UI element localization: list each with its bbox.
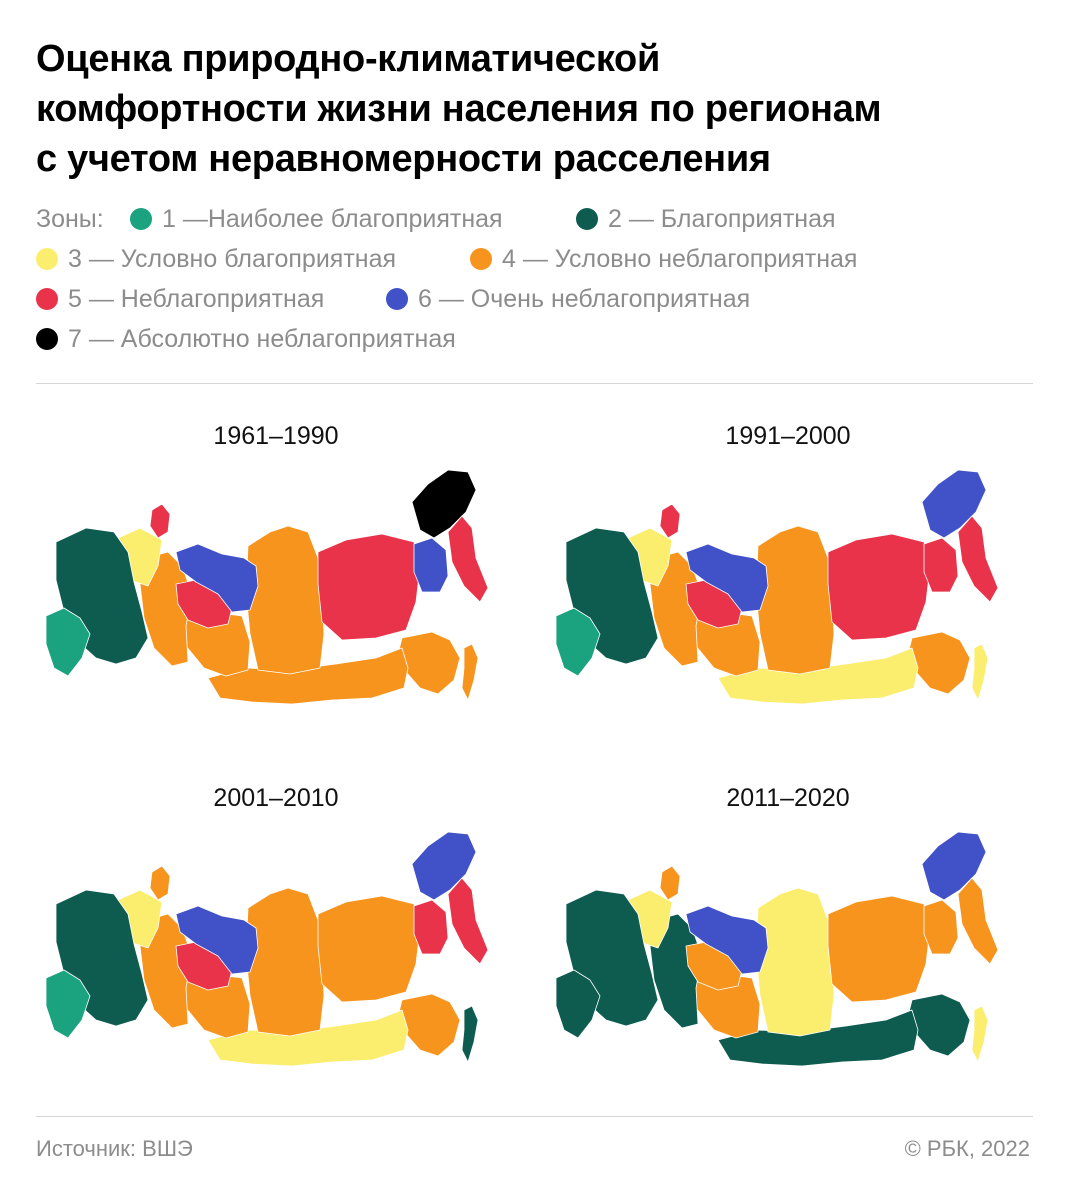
region-chukotka bbox=[411, 831, 477, 901]
legend-dot-icon bbox=[576, 208, 598, 230]
legend-dot-icon bbox=[470, 248, 492, 270]
region-magadan bbox=[923, 899, 959, 955]
region-chukotka bbox=[921, 469, 987, 539]
region-krasnoyarsk bbox=[245, 525, 325, 675]
region-krasnoyarsk bbox=[755, 887, 835, 1037]
region-murmansk bbox=[659, 865, 681, 901]
title-line-1: Оценка природно-климатической bbox=[36, 38, 661, 80]
region-magadan bbox=[413, 537, 449, 593]
region-yamal bbox=[175, 543, 259, 613]
legend-item-label: 5 — Неблагоприятная bbox=[68, 285, 325, 313]
region-fareast bbox=[397, 631, 461, 695]
legend-row-2: 3 — Условно благоприятная 4 — Условно не… bbox=[36, 240, 1036, 280]
legend-dot-icon bbox=[130, 208, 152, 230]
region-yakutia bbox=[827, 533, 931, 641]
region-volga bbox=[139, 913, 193, 1029]
region-volga bbox=[649, 551, 703, 667]
russia-map-2001-2010 bbox=[45, 831, 489, 1067]
legend-item-zone-4: 4 — Условно неблагоприятная bbox=[470, 245, 857, 274]
divider-bottom bbox=[36, 1116, 1033, 1117]
divider-top bbox=[36, 383, 1033, 384]
map-title-2011-2020: 2011–2020 bbox=[726, 784, 850, 812]
page-title: Оценка природно-климатической комфортнос… bbox=[36, 34, 1036, 184]
title-line-2: комфортности жизни населения по регионам bbox=[36, 88, 882, 130]
legend-item-zone-2: 2 — Благоприятная bbox=[576, 205, 836, 234]
legend-row-3: 5 — Неблагоприятная 6 — Очень неблагопри… bbox=[36, 280, 1036, 320]
map-title-1991-2000: 1991–2000 bbox=[725, 422, 851, 450]
legend-dot-icon bbox=[36, 248, 58, 270]
legend-dot-icon bbox=[386, 288, 408, 310]
region-yamal bbox=[685, 543, 769, 613]
region-kamchatka bbox=[447, 515, 489, 603]
region-chukotka bbox=[921, 831, 987, 901]
region-southwest bbox=[555, 607, 601, 677]
legend-dot-icon bbox=[36, 288, 58, 310]
legend-item-zone-3: 3 — Условно благоприятная bbox=[36, 245, 396, 274]
region-yakutia bbox=[317, 533, 421, 641]
region-kamchatka bbox=[957, 515, 999, 603]
region-sakhalin bbox=[971, 643, 989, 701]
russia-map-1991-2000 bbox=[555, 469, 999, 705]
russia-map-1961-1990 bbox=[45, 469, 489, 705]
legend-item-zone-1: 1 —Наиболее благоприятная bbox=[130, 205, 503, 234]
region-kamchatka bbox=[447, 877, 489, 965]
legend-item-label: 3 — Условно благоприятная bbox=[68, 245, 397, 273]
legend-item-label: 6 — Очень неблагоприятная bbox=[418, 285, 751, 313]
region-yamal bbox=[685, 905, 769, 975]
copyright-note: © РБК, 2022 bbox=[904, 1136, 1030, 1161]
region-sakhalin bbox=[461, 643, 479, 701]
region-murmansk bbox=[149, 865, 171, 901]
legend-item-zone-5: 5 — Неблагоприятная bbox=[36, 285, 324, 314]
legend-item-label: 2 — Благоприятная bbox=[608, 205, 836, 233]
region-fareast bbox=[907, 993, 971, 1057]
map-title-1961-1990: 1961–1990 bbox=[213, 422, 339, 450]
region-yamal bbox=[175, 905, 259, 975]
region-kamchatka bbox=[957, 877, 999, 965]
region-fareast bbox=[907, 631, 971, 695]
legend-dot-icon bbox=[36, 328, 58, 350]
legend-item-zone-7: 7 — Абсолютно неблагоприятная bbox=[36, 325, 456, 354]
source-note: Источник: ВШЭ bbox=[36, 1136, 193, 1161]
region-krasnoyarsk bbox=[755, 525, 835, 675]
region-yakutia bbox=[317, 895, 421, 1003]
region-fareast bbox=[397, 993, 461, 1057]
region-murmansk bbox=[659, 503, 681, 539]
region-chukotka bbox=[411, 469, 477, 539]
legend-item-label: 7 — Абсолютно неблагоприятная bbox=[68, 325, 456, 353]
russia-map-2011-2020 bbox=[555, 831, 999, 1067]
region-sakhalin bbox=[971, 1005, 989, 1063]
legend: Зоны: 1 —Наиболее благоприятная 2 — Благ… bbox=[36, 200, 1036, 360]
legend-item-label: 4 — Условно неблагоприятная bbox=[502, 245, 858, 273]
region-volga bbox=[139, 551, 193, 667]
region-magadan bbox=[923, 537, 959, 593]
legend-item-zone-6: 6 — Очень неблагоприятная bbox=[386, 285, 750, 314]
legend-item-label: 1 —Наиболее благоприятная bbox=[162, 205, 503, 233]
region-krasnoyarsk bbox=[245, 887, 325, 1037]
title-line-3: с учетом неравномерности расселения bbox=[36, 138, 771, 180]
region-volga bbox=[649, 913, 703, 1029]
region-southwest bbox=[45, 969, 91, 1039]
region-southwest bbox=[555, 969, 601, 1039]
region-magadan bbox=[413, 899, 449, 955]
region-yakutia bbox=[827, 895, 931, 1003]
legend-label: Зоны: bbox=[36, 205, 104, 233]
region-southwest bbox=[45, 607, 91, 677]
legend-row-1: Зоны: 1 —Наиболее благоприятная 2 — Благ… bbox=[36, 200, 1036, 240]
legend-row-4: 7 — Абсолютно неблагоприятная bbox=[36, 320, 1036, 360]
region-sakhalin bbox=[461, 1005, 479, 1063]
region-murmansk bbox=[149, 503, 171, 539]
map-title-2001-2010: 2001–2010 bbox=[213, 784, 339, 812]
